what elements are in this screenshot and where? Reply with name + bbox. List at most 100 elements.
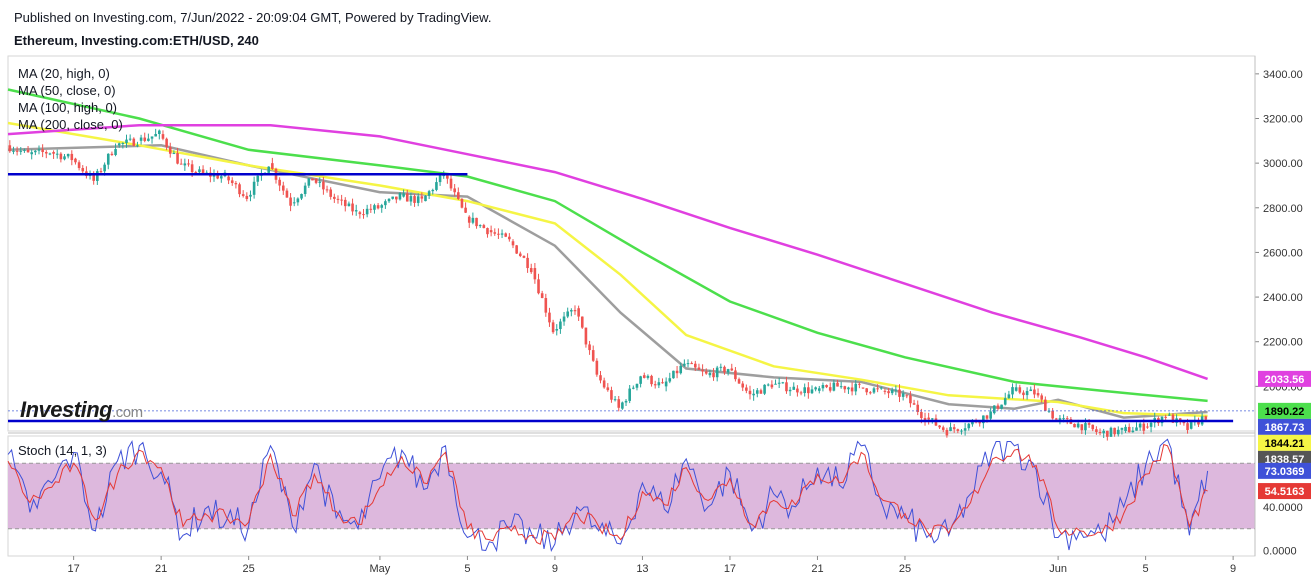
candle-body	[719, 366, 723, 368]
candle-body	[289, 197, 292, 206]
candle-body	[318, 181, 322, 183]
candle-body	[12, 150, 15, 152]
candle-body	[982, 415, 985, 424]
candle-body	[584, 327, 588, 345]
candle-body	[44, 152, 48, 154]
candle-body	[190, 164, 194, 173]
candle-body	[402, 193, 405, 197]
candle-body	[635, 383, 639, 388]
candle-body	[1029, 389, 1033, 392]
candle-body	[522, 255, 526, 258]
legend-ma50: MA (50, close, 0)	[18, 83, 116, 98]
candle-body	[154, 134, 157, 137]
candle-body	[679, 365, 683, 374]
x-tick-label: 25	[243, 563, 255, 575]
candle-body	[220, 176, 223, 179]
candle-body	[770, 384, 774, 388]
price-tag-5-bg	[1258, 450, 1311, 467]
candle-body	[176, 153, 179, 164]
candle-body	[737, 379, 741, 384]
candle-body	[172, 153, 176, 155]
candle-body	[471, 217, 475, 223]
ma-line-2	[7, 121, 1208, 418]
stoch-tag-2: 54.5163	[1265, 486, 1305, 498]
candle-body	[748, 390, 752, 395]
candle-body	[879, 387, 883, 389]
candle-body	[548, 312, 551, 323]
y-tick-label: 2200.00	[1263, 337, 1303, 349]
x-tick-label: 9	[552, 563, 558, 575]
ma-line-1	[7, 144, 1208, 419]
candle-body	[438, 175, 442, 183]
candle-body	[858, 383, 861, 385]
candle-body	[690, 363, 693, 365]
candle-body	[1098, 431, 1102, 433]
candle-body	[555, 329, 559, 331]
candle-body	[1138, 423, 1142, 428]
candle-body	[686, 363, 690, 365]
candle-body	[591, 350, 595, 361]
candle-body	[580, 316, 584, 328]
candle-body	[1047, 410, 1051, 412]
candle-body	[839, 386, 843, 388]
candle-body	[420, 196, 424, 199]
candle-body	[1018, 387, 1022, 393]
candle-body	[905, 395, 909, 397]
candle-body	[1095, 429, 1098, 432]
candle-body	[847, 387, 850, 390]
candle-body	[1135, 427, 1138, 431]
candle-body	[1058, 418, 1062, 420]
candle-body	[883, 390, 887, 392]
candle-body	[792, 386, 796, 390]
candle-body	[23, 149, 26, 151]
candle-body	[230, 180, 234, 184]
candle-body	[544, 298, 548, 313]
candle-body	[931, 418, 934, 420]
candle-body	[493, 232, 497, 234]
candle-body	[1204, 416, 1208, 420]
oscillator-label: Stoch (14, 1, 3)	[18, 443, 107, 458]
candle-body	[132, 138, 136, 146]
candle-body	[1168, 414, 1171, 416]
candle-body	[810, 389, 814, 394]
candle-body	[1142, 423, 1146, 431]
candle-body	[1149, 422, 1153, 427]
candle-body	[653, 384, 657, 386]
candle-body	[777, 382, 781, 384]
candle-body	[697, 367, 701, 370]
candle-body	[828, 387, 832, 391]
candle-body	[267, 166, 271, 173]
candle-body	[1171, 414, 1175, 423]
candle-body	[380, 205, 384, 208]
candle-body	[573, 310, 577, 312]
x-tick-label: 13	[636, 563, 648, 575]
candle-body	[715, 367, 719, 378]
candle-body	[562, 316, 566, 322]
candle-body	[774, 383, 777, 385]
candle-body	[704, 371, 708, 374]
price-tag-1: 2033.56	[1265, 374, 1305, 386]
stoch-tag-1: 73.0369	[1265, 466, 1305, 478]
candle-body	[588, 344, 591, 351]
x-tick-label: 5	[1143, 563, 1149, 575]
legend-ma100: MA (100, high, 0)	[18, 100, 117, 115]
x-tick-label: 25	[899, 563, 911, 575]
ma-line-4	[7, 123, 1209, 381]
candle-body	[956, 429, 960, 431]
candle-body	[559, 321, 562, 330]
candle-body	[646, 375, 650, 378]
candle-body	[1084, 423, 1087, 431]
candle-body	[292, 202, 296, 204]
candle-body	[475, 217, 478, 227]
candle-body	[701, 369, 704, 372]
candle-body	[234, 183, 238, 185]
x-tick-label: 17	[68, 563, 80, 575]
candle-body	[1113, 427, 1116, 435]
candle-body	[989, 411, 992, 419]
candle-body	[927, 417, 930, 420]
candle-body	[978, 422, 982, 424]
candle-body	[150, 136, 154, 139]
candle-body	[1044, 399, 1047, 411]
published-line: Published on Investing.com, 7/Jun/2022 -…	[14, 10, 492, 25]
candle-body	[1164, 416, 1167, 418]
